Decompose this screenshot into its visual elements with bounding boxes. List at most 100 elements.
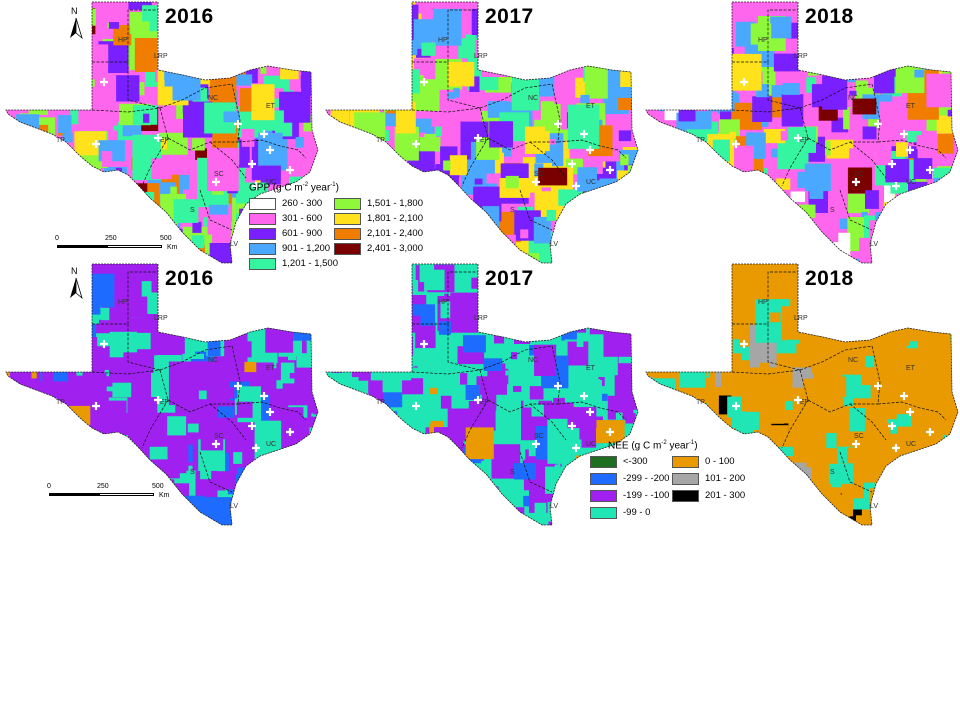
raster-patch bbox=[618, 250, 628, 259]
raster-patch bbox=[447, 219, 465, 248]
raster-patch bbox=[680, 148, 692, 163]
map-panel-nee-2016: HP LRP NC ET TP EP SC UC S LV 2016 bbox=[0, 262, 320, 527]
raster-patch bbox=[348, 439, 373, 477]
raster-patch bbox=[511, 75, 540, 111]
raster-patch bbox=[326, 132, 353, 169]
raster-patch bbox=[887, 7, 918, 41]
raster-patch bbox=[121, 435, 128, 444]
raster-patch bbox=[392, 69, 420, 94]
raster-patch bbox=[377, 342, 388, 356]
legend-swatch bbox=[590, 507, 617, 519]
raster-patch bbox=[951, 56, 958, 92]
raster-patch bbox=[419, 264, 435, 283]
raster-patch bbox=[32, 38, 46, 58]
raster-patch bbox=[396, 62, 413, 88]
raster-patch bbox=[16, 481, 44, 515]
raster-patch bbox=[710, 68, 733, 88]
raster-patch bbox=[251, 84, 275, 121]
raster-patch bbox=[90, 315, 100, 324]
raster-patch bbox=[890, 247, 900, 261]
raster-patch bbox=[62, 133, 73, 143]
raster-patch bbox=[331, 8, 339, 14]
raster-patch bbox=[7, 52, 15, 60]
raster-patch bbox=[449, 155, 467, 176]
raster-patch bbox=[462, 510, 478, 525]
raster-patch bbox=[157, 27, 183, 54]
raster-patch bbox=[924, 450, 938, 466]
flux-site-marker bbox=[926, 166, 934, 174]
raster-patch bbox=[69, 197, 82, 215]
raster-patch bbox=[605, 33, 618, 47]
raster-patch bbox=[434, 427, 464, 457]
raster-patch bbox=[484, 239, 498, 250]
raster-patch bbox=[763, 382, 778, 393]
raster-patch bbox=[75, 433, 98, 461]
raster-patch bbox=[39, 503, 69, 525]
raster-patch bbox=[347, 490, 362, 500]
raster-patch bbox=[379, 16, 403, 44]
raster-patch bbox=[481, 392, 497, 411]
raster-patch bbox=[758, 219, 774, 243]
flux-site-marker bbox=[532, 440, 540, 448]
raster-patch bbox=[444, 205, 470, 234]
raster-patch bbox=[806, 77, 817, 93]
raster-patch bbox=[936, 185, 943, 195]
raster-patch bbox=[192, 221, 202, 233]
raster-patch bbox=[576, 340, 584, 347]
raster-patch bbox=[514, 333, 531, 344]
ecoregion-label: ET bbox=[586, 365, 596, 372]
flux-site-marker bbox=[474, 134, 482, 142]
raster-patch bbox=[434, 465, 465, 490]
flux-site-marker bbox=[740, 340, 748, 348]
raster-patch bbox=[582, 193, 614, 234]
raster-patch bbox=[87, 416, 119, 449]
raster-patch bbox=[26, 518, 38, 525]
raster-patch bbox=[212, 368, 222, 380]
raster-patch bbox=[343, 301, 363, 318]
gpp-map-2017: HP LRP NC ET TP EP SC UC S LV bbox=[325, 1, 639, 264]
raster-patch bbox=[691, 308, 719, 333]
raster-patch bbox=[336, 53, 351, 66]
raster-patch bbox=[939, 203, 948, 214]
raster-patch bbox=[156, 524, 174, 525]
flux-site-marker bbox=[154, 134, 162, 142]
raster-patch bbox=[27, 224, 46, 242]
ecoregion-label: EP bbox=[800, 137, 810, 144]
raster-patch bbox=[269, 507, 299, 525]
raster-patch bbox=[295, 137, 304, 148]
raster-patch bbox=[937, 133, 954, 154]
raster-patch bbox=[335, 55, 357, 89]
raster-patch bbox=[892, 433, 911, 446]
raster-patch bbox=[910, 219, 934, 256]
raster-patch bbox=[298, 474, 318, 499]
flux-site-marker bbox=[378, 404, 386, 412]
raster-patch bbox=[134, 217, 145, 227]
ecoregion-label: NC bbox=[528, 95, 538, 102]
raster-patch bbox=[17, 84, 33, 101]
raster-patch bbox=[210, 405, 222, 418]
raster-patch bbox=[646, 349, 664, 370]
raster-patch bbox=[236, 203, 247, 214]
scale-unit: Km bbox=[159, 492, 170, 499]
raster-patch bbox=[6, 122, 29, 166]
raster-patch bbox=[947, 293, 958, 318]
raster-patch bbox=[24, 161, 32, 171]
ecoregion-label: HP bbox=[758, 37, 768, 44]
raster-patch bbox=[161, 457, 180, 479]
ecoregion-label: SC bbox=[854, 433, 864, 440]
raster-patch bbox=[354, 2, 383, 28]
ecoregion-label: EP bbox=[480, 399, 490, 406]
raster-patch bbox=[350, 415, 363, 434]
raster-patch bbox=[326, 401, 342, 418]
raster-patch bbox=[529, 386, 544, 400]
raster-patch bbox=[177, 299, 205, 335]
raster-patch bbox=[710, 179, 723, 190]
raster-patch bbox=[790, 191, 805, 202]
ecoregion-boundary bbox=[199, 189, 233, 231]
raster-patch bbox=[646, 202, 663, 229]
raster-patch bbox=[18, 490, 30, 508]
raster-patch bbox=[390, 479, 422, 512]
raster-patch bbox=[630, 181, 638, 204]
raster-patch bbox=[507, 73, 515, 83]
raster-patch bbox=[629, 286, 638, 301]
